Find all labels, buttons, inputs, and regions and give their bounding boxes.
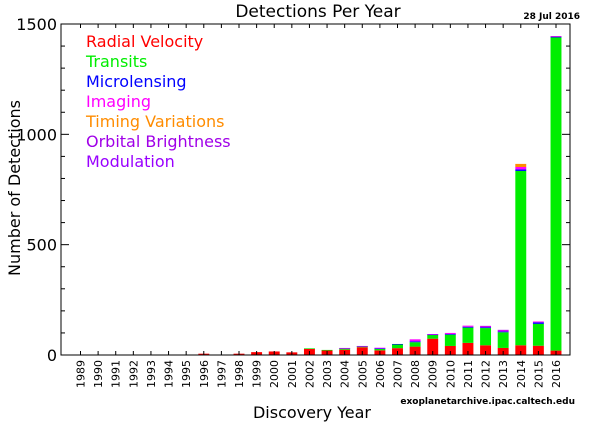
x-tick-label: 2000 <box>268 360 281 388</box>
bar-2006-series-3 <box>374 347 386 349</box>
bar-2002-series-1 <box>303 348 315 349</box>
y-tick-label: 1000 <box>16 125 57 144</box>
legend-entry: Imaging <box>86 92 151 111</box>
bar-2005-series-1 <box>356 346 368 348</box>
plot-frame <box>60 23 571 356</box>
bar-2008-series-2 <box>409 341 421 343</box>
x-tick-label: 1994 <box>163 360 176 388</box>
x-tick-label: 2001 <box>286 360 299 388</box>
bar-2011-series-3 <box>462 325 474 327</box>
x-tick-label: 2007 <box>392 360 405 388</box>
bar-2009-series-1 <box>427 334 439 339</box>
legend: Radial VelocityTransitsMicrolensingImagi… <box>85 32 231 171</box>
x-tick-label: 1996 <box>198 360 211 388</box>
x-tick-label: 2004 <box>339 360 352 388</box>
y-axis-label: Number of Detections <box>5 100 24 276</box>
bar-2014-series-4 <box>515 163 527 167</box>
x-tick-label: 2003 <box>321 360 334 388</box>
bar-2012-series-3 <box>480 326 492 328</box>
bar-2004-series-1 <box>339 348 351 350</box>
bar-2009-series-2 <box>427 334 439 336</box>
bar-2007-series-1 <box>392 344 403 349</box>
bar-2013-series-5 <box>497 329 509 331</box>
bar-2004-series-3 <box>339 347 351 349</box>
bar-2010-series-1 <box>444 334 456 346</box>
bar-2012-series-5 <box>480 325 492 327</box>
bar-2006-series-2 <box>374 348 386 349</box>
x-tick-label: 1989 <box>75 360 88 388</box>
bar-2016-series-1 <box>550 37 562 351</box>
legend-entry: Modulation <box>86 152 175 171</box>
x-tick-label: 1997 <box>215 360 228 388</box>
bar-2016-series-5 <box>550 36 562 37</box>
legend-entry: Microlensing <box>86 72 187 91</box>
bar-2011-series-2 <box>462 326 474 328</box>
bar-2011-series-0 <box>462 342 474 355</box>
bar-2013-series-3 <box>497 330 509 332</box>
x-tick-label: 1990 <box>92 360 105 388</box>
bar-2016-series-2 <box>550 36 562 38</box>
x-tick-label: 1991 <box>110 360 123 388</box>
x-tick-label: 2016 <box>550 360 563 388</box>
bar-2008-series-3 <box>409 339 421 342</box>
bar-2015-series-0 <box>532 345 544 355</box>
bar-2008-series-0 <box>409 346 421 355</box>
bar-2003-series-1 <box>321 349 333 351</box>
x-tick-label: 2005 <box>356 360 369 388</box>
x-axis-label: Discovery Year <box>253 403 371 422</box>
y-tick-label: 0 <box>47 346 57 365</box>
bar-2009-series-3 <box>427 334 439 335</box>
bar-2011-series-1 <box>462 327 474 343</box>
bar-2014-series-2 <box>515 169 527 171</box>
bar-2015-series-2 <box>532 322 544 324</box>
legend-entry: Transits <box>85 52 147 71</box>
bar-2012-series-1 <box>480 328 492 346</box>
x-tick-label: 1992 <box>127 360 140 388</box>
bar-2014-series-3 <box>515 166 527 170</box>
chart-date: 28 Jul 2016 <box>523 12 580 22</box>
bar-2012-series-2 <box>480 327 492 329</box>
x-tick-label: 2006 <box>374 360 387 388</box>
legend-entry: Orbital Brightness <box>86 132 231 151</box>
x-tick-label: 2008 <box>409 360 422 388</box>
x-tick-label: 2013 <box>497 360 510 388</box>
x-tick-label: 2010 <box>444 360 457 388</box>
bar-2008-series-1 <box>409 342 421 347</box>
y-tick-label: 1500 <box>16 15 57 34</box>
bar-2010-series-0 <box>444 345 456 355</box>
legend-entry: Timing Variations <box>85 112 224 131</box>
x-tick-label: 1998 <box>233 360 246 388</box>
bar-2005-series-3 <box>356 345 368 347</box>
x-tick-label: 2014 <box>515 360 528 388</box>
x-tick-label: 2002 <box>303 360 316 388</box>
source-credit: exoplanetarchive.ipac.caltech.edu <box>400 397 575 407</box>
chart-title: Detections Per Year <box>235 2 400 22</box>
bar-2009-series-0 <box>427 338 439 355</box>
x-tick-label: 2009 <box>427 360 440 388</box>
bar-2014-series-0 <box>515 345 527 355</box>
x-tick-label: 2011 <box>462 360 475 388</box>
x-tick-label: 1995 <box>180 360 193 388</box>
x-tick-label: 2015 <box>532 360 545 388</box>
bar-2007-series-2 <box>392 343 403 345</box>
bar-2015-series-1 <box>532 323 544 346</box>
y-tick-label: 500 <box>26 236 57 255</box>
bar-2012-series-0 <box>480 345 492 355</box>
x-axis: 1989 1990 1991 1992 1993 1994 1995 1996 1997 1998… <box>75 24 563 388</box>
x-tick-label: 1993 <box>145 360 158 388</box>
legend-entry: Radial Velocity <box>86 32 203 51</box>
bar-2013-series-2 <box>497 331 509 333</box>
bar-2010-series-3 <box>444 332 456 335</box>
bar-2010-series-2 <box>444 334 456 335</box>
x-tick-label: 2012 <box>480 360 493 388</box>
y-axis: 0 500 1000 1500 <box>16 15 570 365</box>
bar-2006-series-1 <box>374 348 386 351</box>
x-tick-label: 1999 <box>251 360 264 388</box>
bar-2014-series-1 <box>515 170 527 346</box>
bar-2015-series-3 <box>532 321 544 323</box>
bar-2013-series-1 <box>497 332 509 348</box>
